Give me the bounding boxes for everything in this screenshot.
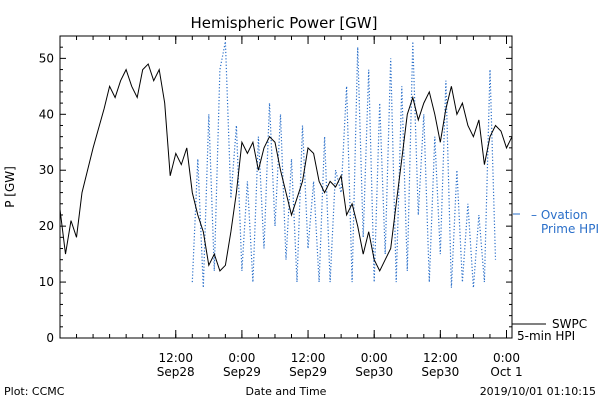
x-tick-label-date: Sep29	[289, 365, 327, 379]
y-tick-label: 50	[39, 51, 54, 65]
x-tick-label-date: Sep29	[223, 365, 261, 379]
x-tick-label-date: Sep28	[157, 365, 195, 379]
x-tick-label-time: 0:00	[228, 351, 255, 365]
plot-timestamp: 2019/10/01 01:10:15	[480, 385, 596, 398]
x-axis: 12:00Sep280:00Sep2912:00Sep290:00Sep3012…	[76, 36, 523, 379]
x-tick-label-time: 12:00	[291, 351, 326, 365]
series-line-swpc	[59, 63, 513, 273]
x-tick-label-time: 0:00	[361, 351, 388, 365]
legend-ovation-label-2: Prime HPI	[541, 222, 599, 236]
series-line-ovation	[191, 41, 497, 288]
plot-frame	[59, 35, 513, 339]
legend-swpc-label: SWPC	[552, 317, 587, 331]
x-tick-label-time: 12:00	[423, 351, 458, 365]
y-axis: 0 10 20 30 40 50	[39, 46, 512, 345]
series-layer	[59, 41, 513, 288]
y-tick-label: 30	[39, 163, 54, 177]
plot-credit: Plot: CCMC	[4, 385, 65, 398]
x-tick-label-date: Sep30	[355, 365, 393, 379]
y-tick-label: 0	[46, 331, 54, 345]
legend-swpc-label-2: 5-min HPI	[517, 329, 575, 343]
x-tick-label-date: Oct 1	[490, 365, 522, 379]
y-tick-label: 10	[39, 275, 54, 289]
x-tick-label-time: 0:00	[493, 351, 520, 365]
y-axis-label: P [GW]	[3, 166, 17, 208]
y-tick-label: 20	[39, 219, 54, 233]
y-tick-label: 40	[39, 107, 54, 121]
x-tick-label-time: 12:00	[158, 351, 193, 365]
legend-ovation-label: – Ovation	[531, 208, 588, 222]
x-tick-label-date: Sep30	[421, 365, 459, 379]
chart-title: Hemispheric Power [GW]	[191, 14, 378, 32]
legend: – Ovation Prime HPI SWPC 5-min HPI	[512, 208, 599, 343]
x-axis-label: Date and Time	[246, 385, 327, 398]
